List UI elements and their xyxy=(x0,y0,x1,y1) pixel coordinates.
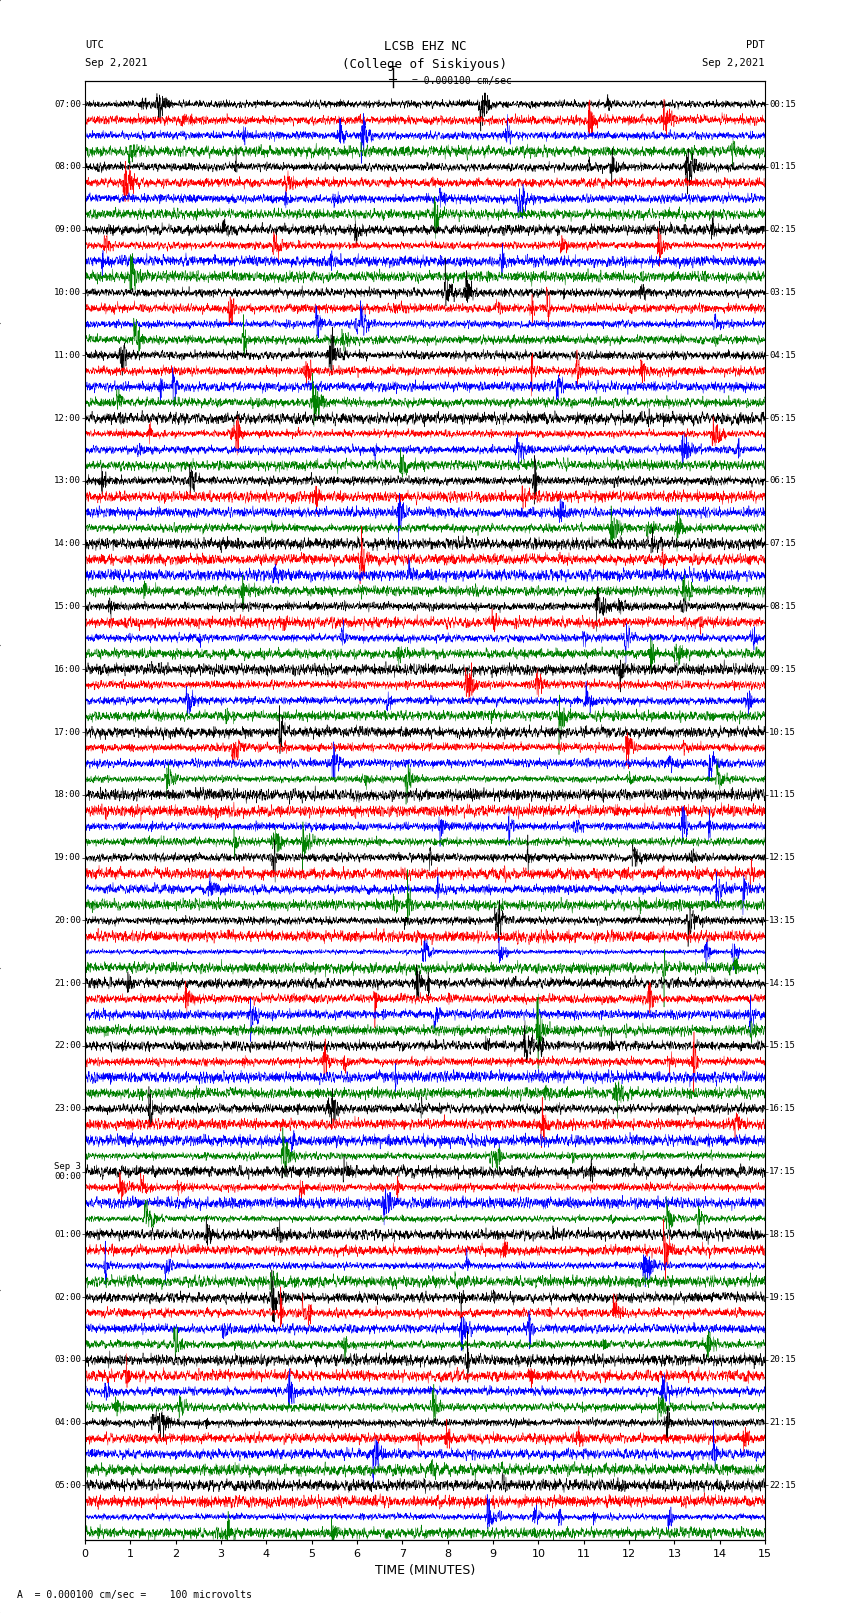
Text: (College of Siskiyous): (College of Siskiyous) xyxy=(343,58,507,71)
Text: Sep 2,2021: Sep 2,2021 xyxy=(85,58,148,68)
Text: PDT: PDT xyxy=(746,40,765,50)
Text: Sep 2,2021: Sep 2,2021 xyxy=(702,58,765,68)
Text: A  = 0.000100 cm/sec =    100 microvolts: A = 0.000100 cm/sec = 100 microvolts xyxy=(17,1590,252,1600)
Text: = 0.000100 cm/sec: = 0.000100 cm/sec xyxy=(412,76,512,85)
Text: UTC: UTC xyxy=(85,40,104,50)
Text: LCSB EHZ NC: LCSB EHZ NC xyxy=(383,40,467,53)
X-axis label: TIME (MINUTES): TIME (MINUTES) xyxy=(375,1563,475,1576)
